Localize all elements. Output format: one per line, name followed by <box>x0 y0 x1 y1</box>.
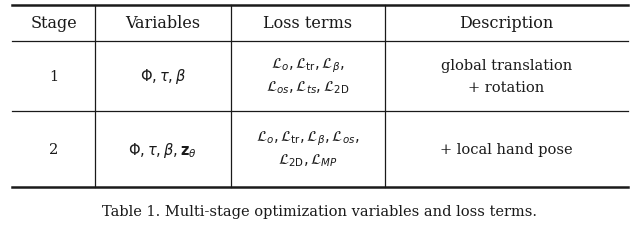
Text: $\mathcal{L}_o, \mathcal{L}_{\mathrm{tr}}, \mathcal{L}_{\beta},$: $\mathcal{L}_o, \mathcal{L}_{\mathrm{tr}… <box>271 57 344 75</box>
Text: + local hand pose: + local hand pose <box>440 142 573 156</box>
Text: $\Phi, \tau, \beta$: $\Phi, \tau, \beta$ <box>140 67 186 86</box>
Text: 2: 2 <box>49 142 58 156</box>
Text: $\mathcal{L}_{\mathrm{2D}}, \mathcal{L}_{MP}$: $\mathcal{L}_{\mathrm{2D}}, \mathcal{L}_… <box>278 152 338 169</box>
Text: Variables: Variables <box>125 15 200 32</box>
Text: 1: 1 <box>49 70 58 84</box>
Text: $\mathcal{L}_{os}, \mathcal{L}_{ts}, \mathcal{L}_{\mathrm{2D}}$: $\mathcal{L}_{os}, \mathcal{L}_{ts}, \ma… <box>266 79 349 96</box>
Text: + rotation: + rotation <box>468 81 545 95</box>
Text: $\Phi, \tau, \beta, \mathbf{z}_{\theta}$: $\Phi, \tau, \beta, \mathbf{z}_{\theta}$ <box>129 140 197 159</box>
Text: Table 1. Multi-stage optimization variables and loss terms.: Table 1. Multi-stage optimization variab… <box>102 204 538 218</box>
Text: Description: Description <box>460 15 554 32</box>
Text: global translation: global translation <box>441 59 572 73</box>
Text: Loss terms: Loss terms <box>263 15 352 32</box>
Text: Stage: Stage <box>30 15 77 32</box>
Text: $\mathcal{L}_o, \mathcal{L}_{\mathrm{tr}}, \mathcal{L}_{\beta}, \mathcal{L}_{os}: $\mathcal{L}_o, \mathcal{L}_{\mathrm{tr}… <box>256 129 359 148</box>
